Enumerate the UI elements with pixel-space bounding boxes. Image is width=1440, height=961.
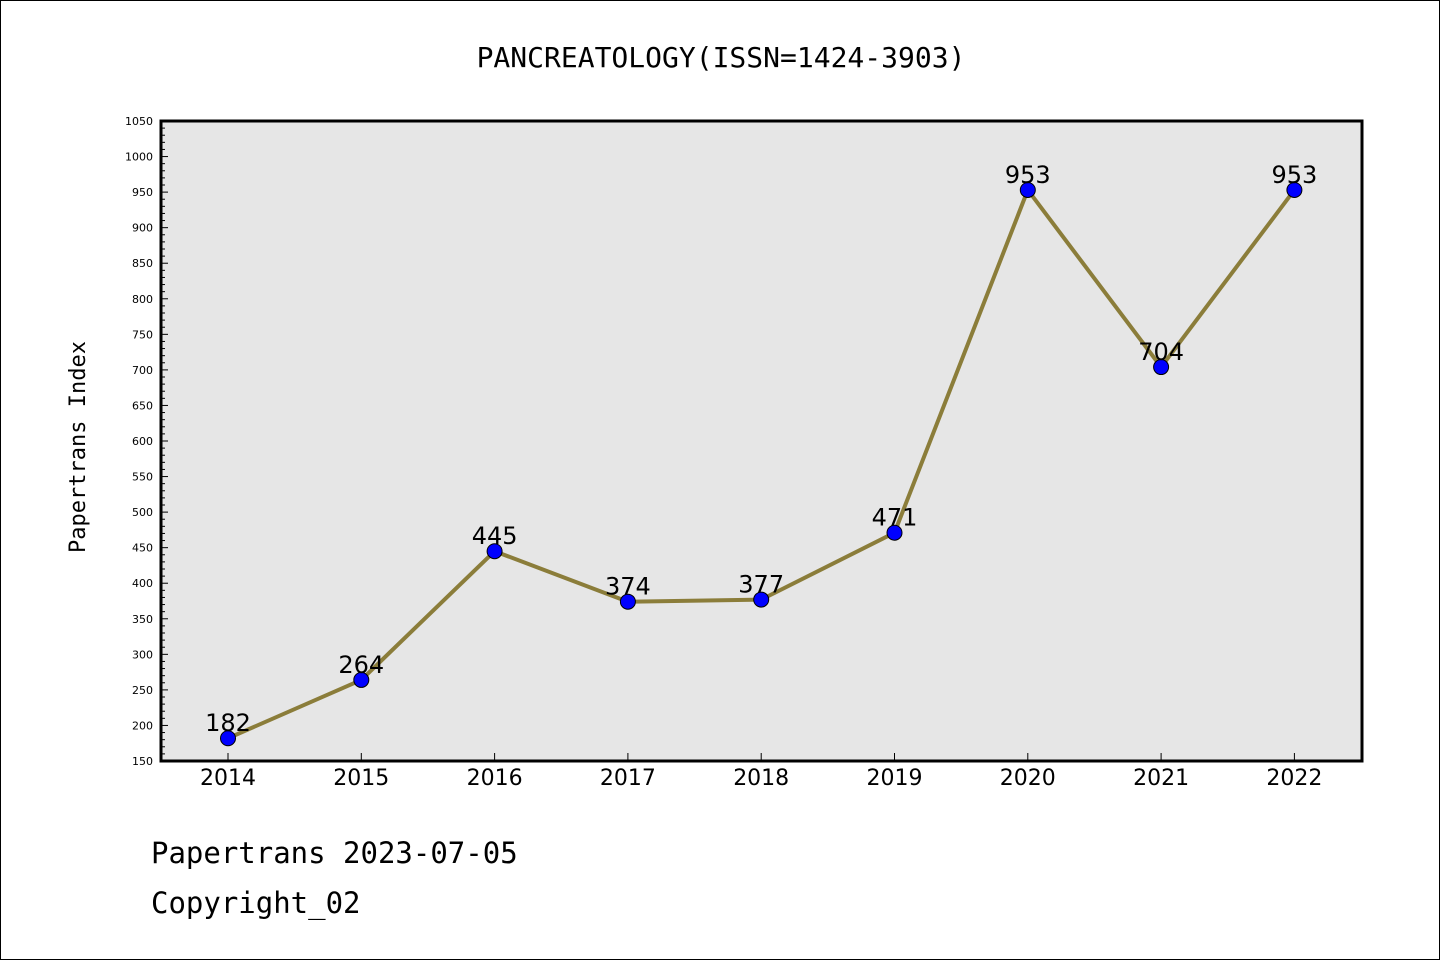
data-point xyxy=(220,730,236,747)
y-tick-label: 400 xyxy=(132,577,153,590)
footer-copyright: Copyright_02 xyxy=(151,886,361,920)
x-tick-label: 2019 xyxy=(867,766,923,791)
y-tick-label: 600 xyxy=(132,435,153,448)
y-tick-label: 550 xyxy=(132,471,153,484)
x-tick-label: 2015 xyxy=(333,766,389,791)
data-label: 182 xyxy=(205,709,251,737)
x-tick-label: 2017 xyxy=(600,766,656,791)
y-axis-label: Papertrans Index xyxy=(66,341,91,553)
y-tick-label: 750 xyxy=(132,328,153,341)
data-label: 471 xyxy=(872,504,918,532)
y-tick-label: 450 xyxy=(132,542,153,555)
y-tick-label: 350 xyxy=(132,613,153,626)
y-tick-label: 900 xyxy=(132,222,153,235)
data-label: 953 xyxy=(1271,161,1317,189)
data-label: 953 xyxy=(1005,161,1051,189)
data-point xyxy=(1153,359,1170,376)
y-tick-label: 850 xyxy=(132,257,153,270)
y-tick-label: 200 xyxy=(132,719,153,732)
y-tick-label: 300 xyxy=(132,648,153,661)
plot-area xyxy=(161,121,1362,761)
x-tick-label: 2018 xyxy=(733,766,789,791)
data-label: 264 xyxy=(338,651,384,679)
data-point xyxy=(1286,181,1303,198)
data-point xyxy=(353,671,370,688)
y-tick-label: 700 xyxy=(132,364,153,377)
footer-date: Papertrans 2023-07-05 xyxy=(151,836,518,870)
data-label: 445 xyxy=(472,522,518,550)
plot-border xyxy=(159,119,1364,763)
data-point xyxy=(486,543,503,560)
x-tick-label: 2021 xyxy=(1133,766,1189,791)
y-tick-label: 1000 xyxy=(125,151,153,164)
y-tick-label: 500 xyxy=(132,506,153,519)
x-tick-label: 2022 xyxy=(1266,766,1322,791)
chart-title: PANCREATOLOGY(ISSN=1424-3903) xyxy=(477,41,966,74)
data-point xyxy=(1019,181,1036,198)
x-tick-label: 2016 xyxy=(467,766,523,791)
y-tick-label: 650 xyxy=(132,399,153,412)
data-point xyxy=(886,524,903,541)
y-tick-label: 250 xyxy=(132,684,153,697)
data-point xyxy=(753,591,770,608)
data-points xyxy=(220,181,1303,747)
y-tick-label: 150 xyxy=(132,755,153,768)
x-tick-label: 2014 xyxy=(200,766,256,791)
y-axis: 150 200 250 300 350 400 450 500 550 600 650 700 750 8… xyxy=(125,115,168,768)
data-label: 374 xyxy=(605,573,651,601)
data-label: 704 xyxy=(1138,338,1184,366)
data-point xyxy=(619,593,636,610)
data-label: 377 xyxy=(738,571,784,599)
y-tick-label: 950 xyxy=(132,186,153,199)
data-labels: 182 264 445 374 377 471 953 704 953 xyxy=(205,161,1317,737)
x-tick-label: 2020 xyxy=(1000,766,1056,791)
y-tick-label: 800 xyxy=(132,293,153,306)
y-tick-label: 1050 xyxy=(125,115,153,128)
